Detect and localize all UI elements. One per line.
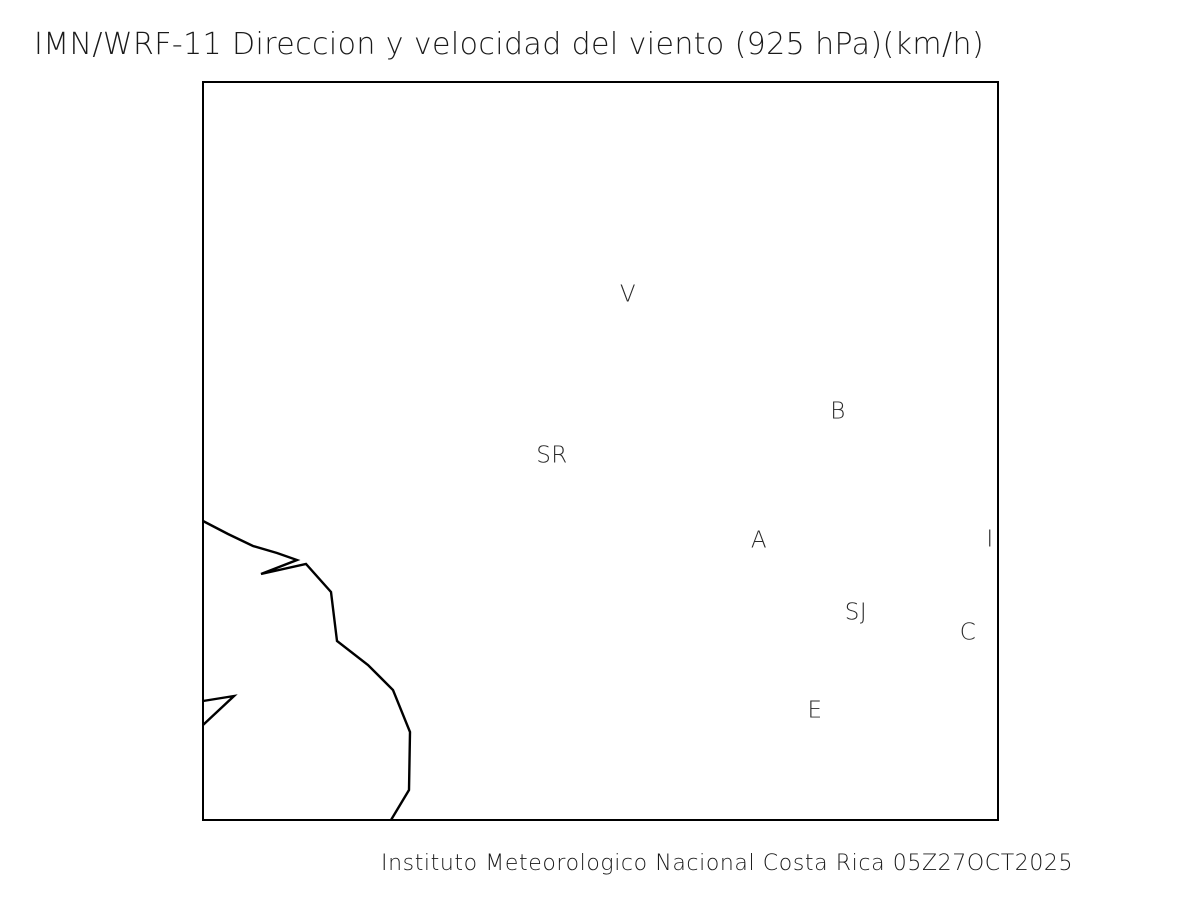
station-e-label: E	[807, 697, 823, 724]
page-title: IMN/WRF-11 Direccion y velocidad del vie…	[34, 27, 985, 62]
footer-attribution: Instituto Meteorologico Nacional Costa R…	[381, 851, 1074, 876]
station-i-label: I	[986, 526, 994, 553]
station-sj-label: SJ	[844, 599, 868, 626]
map-frame	[202, 81, 999, 821]
station-v-label: V	[619, 281, 637, 308]
station-b-label: B	[830, 398, 846, 425]
station-a-label: A	[750, 527, 768, 554]
station-sr-label: SR	[536, 442, 568, 469]
station-c-label: C	[959, 619, 977, 646]
